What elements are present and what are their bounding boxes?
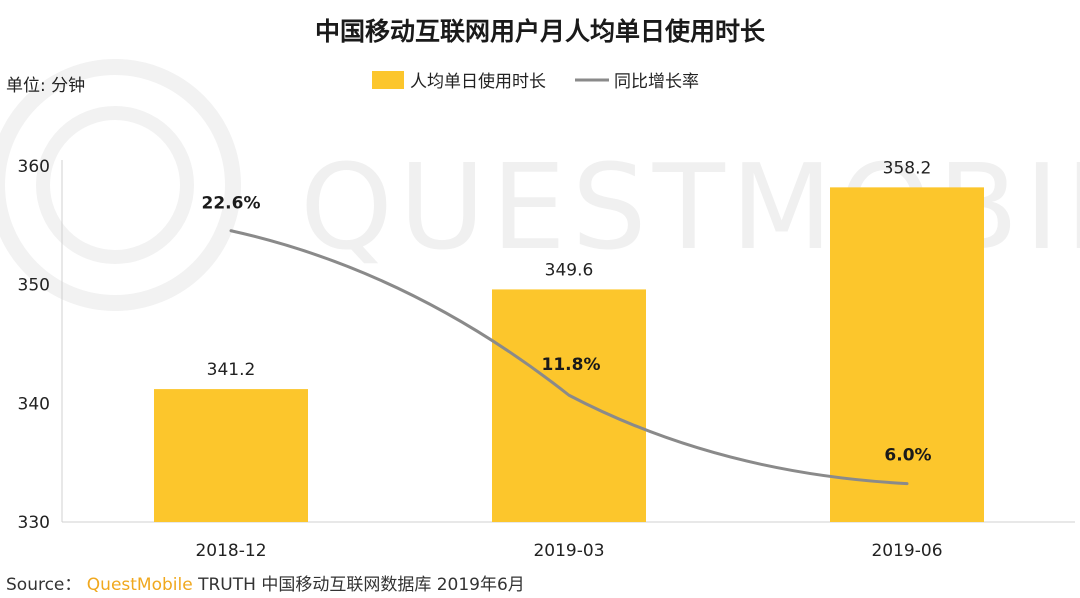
source-text: TRUTH 中国移动互联网数据库 2019年6月 bbox=[198, 575, 525, 595]
unit-label: 单位: 分钟 bbox=[6, 76, 85, 96]
source-note: Source： QuestMobile TRUTH 中国移动互联网数据库 201… bbox=[6, 570, 525, 595]
x-ticks: 2018-12 2019-03 2019-06 bbox=[195, 541, 942, 561]
bar-value-label: 358.2 bbox=[883, 158, 932, 178]
chart-title: 中国移动互联网用户月人均单日使用时长 bbox=[315, 17, 766, 46]
y-tick-label: 350 bbox=[18, 276, 50, 296]
bar bbox=[830, 187, 984, 523]
source-brand: QuestMobile bbox=[86, 575, 193, 595]
source-prefix: Source： bbox=[6, 575, 82, 595]
x-tick-label: 2019-06 bbox=[871, 541, 942, 561]
bar-value-label: 349.6 bbox=[545, 260, 594, 280]
growth-value-label: 6.0% bbox=[884, 446, 931, 466]
bar bbox=[492, 289, 646, 522]
growth-line bbox=[229, 229, 909, 486]
bar bbox=[154, 389, 308, 522]
bars bbox=[154, 187, 984, 523]
x-tick-label: 2018-12 bbox=[195, 541, 266, 561]
y-ticks: 330 340 350 360 bbox=[18, 157, 50, 533]
growth-value-label: 22.6% bbox=[202, 194, 261, 214]
y-tick-label: 340 bbox=[18, 394, 50, 414]
growth-labels: 22.6% 11.8% 6.0% bbox=[202, 194, 932, 466]
y-tick-label: 330 bbox=[18, 513, 50, 533]
legend-label-line: 同比增长率 bbox=[614, 72, 699, 92]
y-tick-label: 360 bbox=[18, 157, 50, 177]
legend: 人均单日使用时长 同比增长率 bbox=[372, 71, 699, 92]
bar-labels: 341.2 349.6 358.2 bbox=[207, 158, 932, 380]
growth-value-label: 11.8% bbox=[542, 355, 601, 375]
bar-value-label: 341.2 bbox=[207, 360, 256, 380]
watermark-ring-inner bbox=[36, 106, 194, 264]
x-tick-label: 2019-03 bbox=[533, 541, 604, 561]
legend-swatch-bar bbox=[372, 71, 404, 89]
legend-label-bar: 人均单日使用时长 bbox=[410, 71, 546, 92]
watermark-ring-outer bbox=[0, 59, 241, 311]
